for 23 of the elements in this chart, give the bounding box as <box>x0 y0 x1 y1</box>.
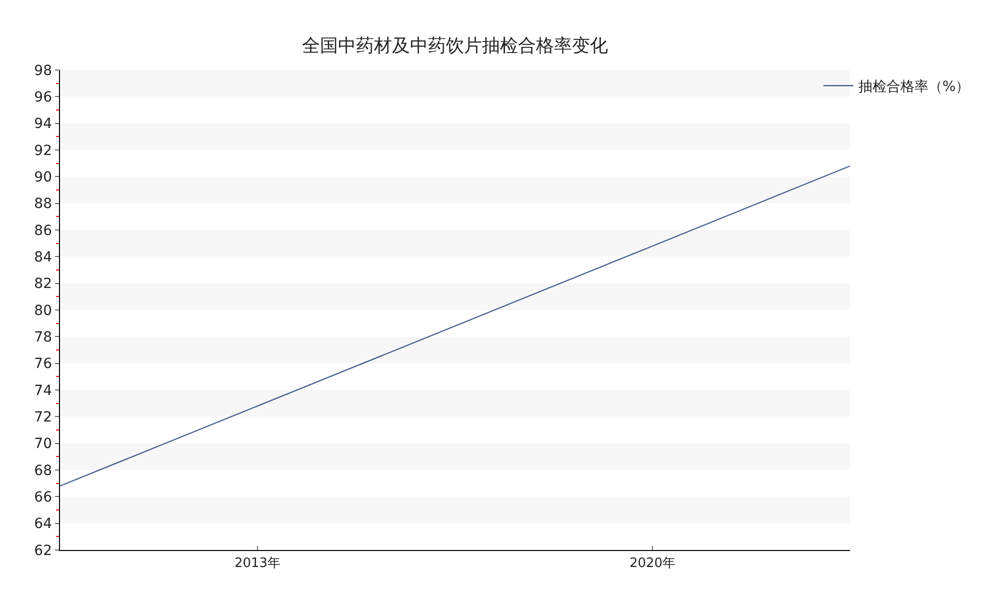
y-tick-label: 92 <box>34 142 52 159</box>
y-tick-label: 62 <box>34 542 52 559</box>
y-tick-label: 70 <box>34 436 52 452</box>
y-tick-label: 76 <box>34 356 52 372</box>
y-tick-label: 84 <box>34 250 52 266</box>
y-tick-label: 68 <box>34 462 52 479</box>
y-tick-label: 78 <box>34 330 52 346</box>
y-tick-label: 82 <box>34 276 52 292</box>
y-tick-label: 90 <box>34 170 52 186</box>
y-tick-label: 86 <box>34 222 52 239</box>
y-tick-label: 66 <box>34 490 52 506</box>
y-tick-label: 94 <box>34 116 52 132</box>
y-tick-label: 96 <box>34 90 52 106</box>
x-tick-label: 2013年 <box>234 556 281 571</box>
y-tick-label: 98 <box>34 62 52 79</box>
chart-title: 全国中药材及中药饮片抽检合格率变化 <box>302 35 608 56</box>
y-tick-label: 74 <box>34 382 52 399</box>
legend-label: 抽检合格率（%） <box>858 79 970 96</box>
y-tick-label: 72 <box>34 410 52 426</box>
y-tick-label: 64 <box>34 516 52 532</box>
x-tick-label: 2020年 <box>629 556 676 571</box>
y-tick-label: 88 <box>34 196 52 212</box>
y-tick-label: 80 <box>34 302 52 319</box>
